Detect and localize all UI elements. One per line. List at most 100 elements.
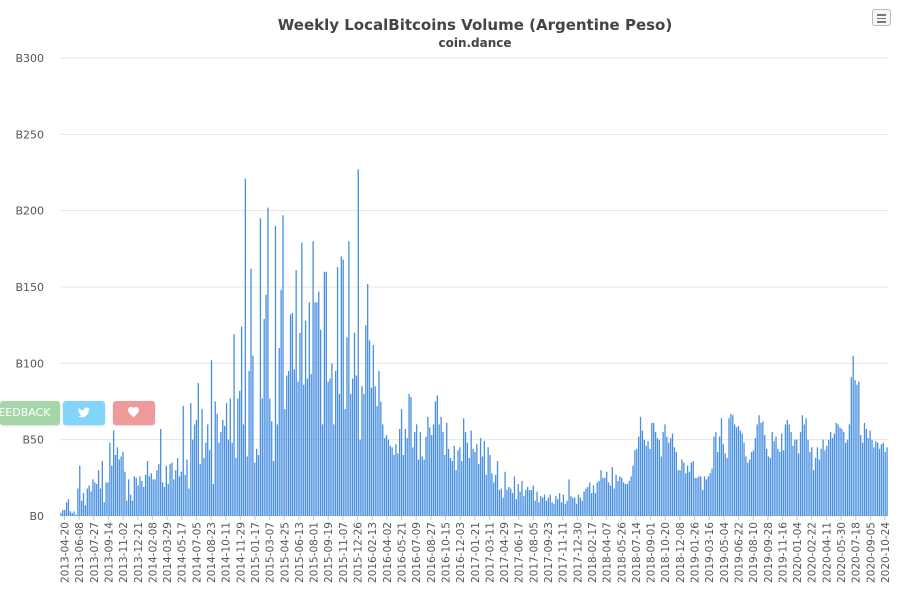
bar[interactable] — [146, 461, 149, 516]
bar[interactable] — [575, 503, 578, 516]
bar[interactable] — [137, 485, 139, 516]
bar[interactable] — [323, 271, 326, 516]
bar[interactable] — [574, 497, 576, 516]
bar[interactable] — [280, 290, 282, 516]
bar[interactable] — [673, 447, 676, 516]
bar[interactable] — [880, 444, 883, 516]
bar[interactable] — [139, 476, 141, 516]
bar[interactable] — [707, 476, 709, 516]
bar[interactable] — [224, 425, 226, 516]
bar[interactable] — [502, 497, 504, 516]
bar[interactable] — [685, 473, 687, 516]
bar[interactable] — [481, 456, 484, 516]
bar[interactable] — [457, 450, 459, 516]
bar[interactable] — [92, 479, 94, 516]
bar[interactable] — [671, 433, 674, 516]
bar[interactable] — [340, 256, 342, 516]
bar[interactable] — [508, 486, 510, 516]
bar[interactable] — [741, 433, 743, 516]
bar[interactable] — [225, 403, 228, 516]
bar[interactable] — [547, 497, 549, 516]
bar[interactable] — [681, 459, 683, 516]
bar[interactable] — [154, 479, 156, 516]
bar[interactable] — [579, 497, 581, 516]
bar[interactable] — [878, 448, 881, 516]
bar[interactable] — [474, 451, 476, 516]
bar[interactable] — [828, 439, 830, 516]
bar[interactable] — [701, 490, 704, 516]
bar[interactable] — [764, 435, 766, 516]
bar[interactable] — [717, 451, 719, 516]
bar[interactable] — [788, 424, 790, 516]
bar[interactable] — [254, 462, 256, 516]
bar[interactable] — [267, 207, 269, 517]
bar[interactable] — [342, 259, 344, 516]
bar[interactable] — [287, 370, 290, 516]
bar[interactable] — [348, 241, 350, 516]
bar[interactable] — [107, 482, 109, 516]
bar[interactable] — [190, 403, 192, 516]
bar[interactable] — [425, 436, 427, 516]
bar[interactable] — [141, 480, 143, 516]
bar[interactable] — [818, 459, 820, 516]
bar[interactable] — [769, 457, 772, 516]
bar[interactable] — [114, 454, 117, 516]
bar[interactable] — [464, 432, 467, 516]
bar[interactable] — [118, 459, 120, 516]
bar[interactable] — [163, 486, 166, 516]
bar[interactable] — [826, 445, 828, 516]
bar[interactable] — [675, 451, 677, 516]
bar[interactable] — [669, 438, 672, 516]
bar[interactable] — [173, 479, 175, 516]
bar[interactable] — [743, 442, 745, 516]
bar[interactable] — [860, 435, 862, 516]
bar[interactable] — [852, 355, 854, 516]
bar[interactable] — [77, 488, 79, 516]
bar[interactable] — [432, 424, 435, 516]
bar[interactable] — [500, 488, 502, 516]
bar[interactable] — [494, 474, 497, 516]
bar[interactable] — [718, 436, 721, 516]
bar[interactable] — [782, 450, 785, 516]
bar[interactable] — [402, 454, 405, 516]
bar[interactable] — [203, 457, 205, 516]
bar[interactable] — [498, 490, 501, 516]
bar[interactable] — [299, 332, 301, 516]
bar[interactable] — [446, 422, 448, 516]
bar[interactable] — [284, 409, 286, 516]
bar[interactable] — [64, 509, 66, 516]
bar[interactable] — [639, 416, 642, 516]
bar[interactable] — [784, 424, 787, 516]
bar[interactable] — [357, 169, 359, 516]
bar[interactable] — [276, 424, 279, 516]
bar[interactable] — [150, 473, 152, 516]
bar[interactable] — [359, 439, 361, 516]
bar[interactable] — [462, 418, 465, 516]
bar[interactable] — [735, 427, 738, 516]
bar[interactable] — [876, 442, 879, 516]
bar[interactable] — [538, 502, 540, 516]
bar[interactable] — [797, 453, 800, 516]
bar[interactable] — [688, 471, 691, 516]
bar[interactable] — [319, 329, 322, 516]
bar[interactable] — [192, 439, 194, 516]
bar[interactable] — [216, 413, 218, 516]
bar[interactable] — [62, 509, 64, 516]
bar[interactable] — [745, 456, 747, 516]
bar[interactable] — [82, 493, 85, 516]
bar[interactable] — [703, 476, 706, 516]
bar[interactable] — [143, 486, 145, 516]
bar[interactable] — [611, 467, 613, 516]
bar[interactable] — [566, 500, 568, 516]
bar[interactable] — [493, 482, 495, 516]
bar[interactable] — [513, 476, 516, 516]
bar[interactable] — [545, 500, 548, 516]
bar[interactable] — [822, 439, 824, 516]
bar[interactable] — [329, 378, 331, 516]
bar[interactable] — [711, 468, 713, 516]
bar[interactable] — [406, 438, 408, 516]
bar[interactable] — [84, 505, 87, 516]
bar[interactable] — [370, 387, 373, 516]
bar[interactable] — [587, 486, 589, 516]
bar[interactable] — [775, 436, 777, 516]
